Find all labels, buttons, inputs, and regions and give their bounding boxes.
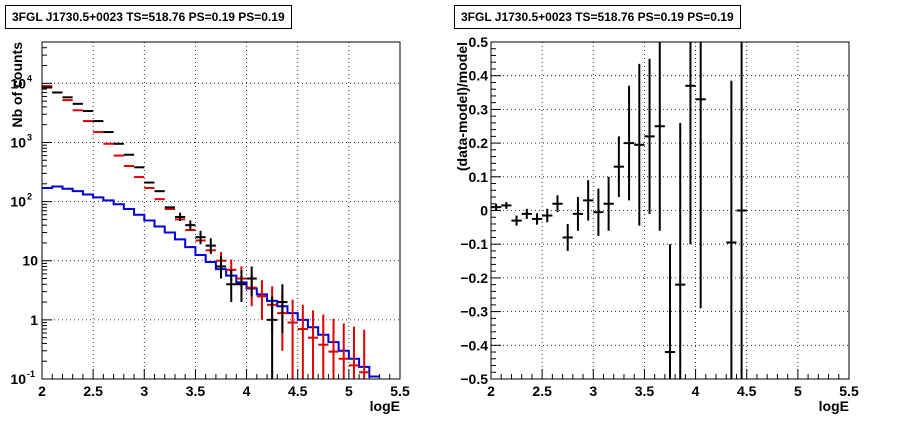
residual-point <box>521 208 532 219</box>
x-tick-label: 3 <box>589 383 597 399</box>
left-chart-panel: 2 2.5 3 3.5 4 4.5 5 5.5 10 -1 1 10 10 2 10 3 10 4 logE Nb o… <box>5 5 410 414</box>
x-tick-label: 3.5 <box>186 383 206 399</box>
x-tick-label: 2 <box>38 383 46 399</box>
y-tick-label: 10 <box>10 194 26 210</box>
model-point <box>297 304 308 379</box>
x-tick-label: 2 <box>487 383 495 399</box>
residual-point <box>685 42 696 245</box>
y-tick-label: −0.2 <box>460 270 488 286</box>
x-tick-label: 5.5 <box>390 383 410 399</box>
y-tick-exponent: 4 <box>27 73 32 83</box>
chart-title-right: 3FGL J1730.5+0023 TS=518.76 PS=0.19 PS=0… <box>454 5 741 29</box>
residual-chart: 2 2.5 3 3.5 4 4.5 5 5.5 −0.5 −0.4 −0.3 −0.2 −0.1 0 0.1… <box>454 34 859 414</box>
y-tick-label: 0.4 <box>469 68 489 84</box>
residual-point <box>695 42 706 309</box>
residual-point <box>531 213 543 225</box>
y-tick-label: −0.5 <box>460 371 488 387</box>
model-point <box>338 323 349 379</box>
residual-point <box>726 80 737 379</box>
model-point <box>359 329 370 379</box>
residual-point <box>593 188 604 236</box>
y-tick-label: 0.1 <box>469 169 489 185</box>
model-point <box>328 318 339 379</box>
residual-point <box>654 42 665 231</box>
residual-point <box>511 215 522 226</box>
right-chart-panel: 2 2.5 3 3.5 4 4.5 5 5.5 −0.5 −0.4 −0.3 −0.2 −0.1 0 0.1… <box>449 0 898 421</box>
model-point <box>318 314 329 379</box>
model-point <box>307 310 319 379</box>
plot-frame <box>41 41 401 380</box>
y-tick-label: 0 <box>480 203 488 219</box>
data-point <box>236 269 247 303</box>
x-tick-label: 4.5 <box>737 383 757 399</box>
y-axis-title: (data-model)/model <box>454 42 470 171</box>
data-point <box>174 212 186 221</box>
residual-point <box>491 203 502 211</box>
residual-point <box>562 223 573 251</box>
plot-area <box>42 42 400 379</box>
x-tick-label: 5.5 <box>839 383 859 399</box>
residual-point <box>644 58 655 214</box>
y-tick-exponent: 2 <box>27 192 32 202</box>
residual-point <box>613 136 624 198</box>
residual-point <box>623 85 635 201</box>
y-tick-label: 0.5 <box>469 34 489 50</box>
y-tick-label: 0.2 <box>469 135 489 151</box>
residual-point <box>501 202 512 209</box>
x-tick-label: 5 <box>794 383 802 399</box>
y-tick-label: −0.3 <box>460 304 488 320</box>
residual-point <box>736 42 747 379</box>
plot-frame <box>490 41 850 380</box>
y-tick-label: −0.4 <box>460 337 488 353</box>
residual-point <box>634 63 645 226</box>
x-tick-label: 3.5 <box>635 383 655 399</box>
residual-point <box>552 195 563 213</box>
data-point <box>215 256 227 279</box>
residual-point <box>664 244 676 379</box>
data-point <box>226 269 237 303</box>
residual-point <box>583 180 594 221</box>
data-point <box>195 230 206 245</box>
x-tick-label: 5 <box>345 383 353 399</box>
y-tick-label: 10 <box>22 253 38 269</box>
residual-point <box>675 122 686 379</box>
x-tick-label: 2.5 <box>532 383 552 399</box>
x-tick-label: 4.5 <box>288 383 308 399</box>
data-point <box>277 284 288 333</box>
x-axis-title: logE <box>819 398 849 414</box>
y-tick-label: 0.3 <box>469 101 489 117</box>
residual-point <box>603 176 614 231</box>
data-point <box>205 238 216 254</box>
data-point <box>267 296 278 379</box>
chart-title-left: 3FGL J1730.5+0023 TS=518.76 PS=0.19 PS=0… <box>5 5 292 29</box>
residual-point <box>572 197 584 231</box>
y-tick-label: 10 <box>10 371 26 387</box>
y-tick-label: 1 <box>30 312 38 328</box>
x-tick-label: 3 <box>140 383 148 399</box>
y-tick-label: −0.1 <box>460 236 488 252</box>
y-tick-label: 10 <box>10 75 26 91</box>
x-tick-label: 4 <box>692 383 700 399</box>
model-histogram-line <box>42 185 380 378</box>
y-axis-title: Nb of counts <box>9 42 25 128</box>
y-tick-label: 10 <box>10 134 26 150</box>
y-tick-exponent: 3 <box>27 132 32 142</box>
residual-point <box>542 208 553 223</box>
model-point <box>256 280 268 320</box>
y-tick-exponent: -1 <box>27 369 35 379</box>
data-point <box>246 266 257 297</box>
data-point <box>185 220 196 231</box>
model-point <box>348 326 360 379</box>
model-point <box>287 299 298 379</box>
x-tick-label: 4 <box>243 383 251 399</box>
x-tick-label: 2.5 <box>83 383 103 399</box>
x-axis-title: logE <box>370 398 400 414</box>
